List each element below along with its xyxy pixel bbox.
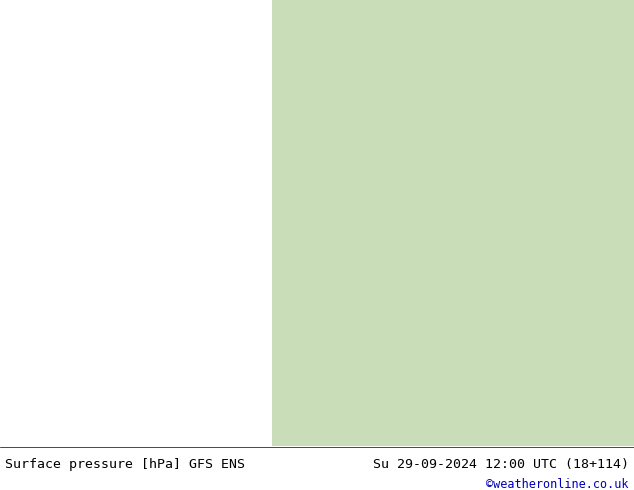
Bar: [272, 0, 634, 446]
Text: Su 29-09-2024 12:00 UTC (18+114): Su 29-09-2024 12:00 UTC (18+114): [373, 458, 629, 471]
Text: ©weatheronline.co.uk: ©weatheronline.co.uk: [486, 478, 629, 490]
Text: Surface pressure [hPa] GFS ENS: Surface pressure [hPa] GFS ENS: [5, 458, 245, 471]
